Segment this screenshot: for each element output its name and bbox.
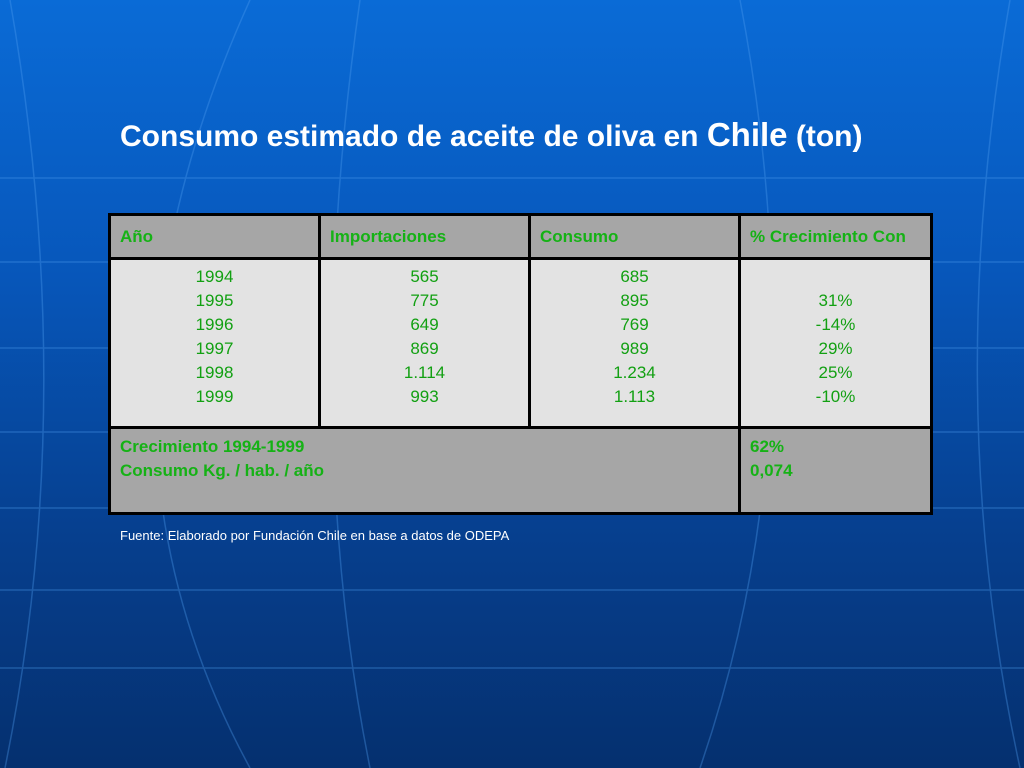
year-cell: 1998 <box>195 363 234 382</box>
imports-cell: 775 <box>410 291 439 310</box>
header-year: Año <box>108 213 321 260</box>
header-consumption: Consumo <box>528 213 741 260</box>
consumption-column: 685 895 769 989 1.234 1.113 <box>528 257 741 429</box>
year-cell: 1996 <box>195 315 234 334</box>
year-column: 1994 1995 1996 1997 1998 1999 <box>108 257 321 429</box>
growth-cell <box>741 265 930 289</box>
imports-cell: 649 <box>410 315 439 334</box>
imports-cell: 565 <box>410 267 439 286</box>
imports-cell: 993 <box>410 387 439 406</box>
page-title: Consumo estimado de aceite de oliva en C… <box>120 116 863 154</box>
olive-oil-table: Año Importaciones Consumo % Crecimiento … <box>108 213 933 515</box>
growth-cell: -14% <box>815 315 856 334</box>
summary-value-growth: 62% <box>750 437 785 456</box>
source-note: Fuente: Elaborado por Fundación Chile en… <box>120 528 510 543</box>
table-footer-row: Crecimiento 1994-1999 Consumo Kg. / hab.… <box>108 426 933 515</box>
title-text: Consumo estimado de aceite de oliva en <box>120 120 707 153</box>
year-cell: 1999 <box>195 387 234 406</box>
year-cell: 1997 <box>195 339 234 358</box>
table-header-row: Año Importaciones Consumo % Crecimiento … <box>108 213 933 260</box>
summary-value-per-capita: 0,074 <box>750 461 793 480</box>
consumption-cell: 895 <box>620 291 649 310</box>
header-imports: Importaciones <box>318 213 531 260</box>
growth-cell: 29% <box>818 339 853 358</box>
year-cell: 1994 <box>195 267 234 286</box>
consumption-cell: 1.113 <box>613 387 656 406</box>
title-unit: (ton) <box>787 120 863 153</box>
growth-cell: -10% <box>815 387 856 406</box>
consumption-cell: 1.234 <box>613 363 656 382</box>
summary-label-per-capita: Consumo Kg. / hab. / año <box>120 461 324 480</box>
header-growth: % Crecimiento Con <box>738 213 933 260</box>
consumption-cell: 769 <box>620 315 649 334</box>
title-country: Chile <box>706 116 788 153</box>
consumption-cell: 685 <box>620 267 649 286</box>
summary-labels: Crecimiento 1994-1999 Consumo Kg. / hab.… <box>108 426 741 515</box>
table-body-row: 1994 1995 1996 1997 1998 1999 565 775 64… <box>108 257 933 429</box>
imports-cell: 869 <box>410 339 439 358</box>
growth-cell: 31% <box>818 291 853 310</box>
summary-values: 62% 0,074 <box>738 426 933 515</box>
summary-label-growth: Crecimiento 1994-1999 <box>120 437 305 456</box>
imports-column: 565 775 649 869 1.114 993 <box>318 257 531 429</box>
growth-cell: 25% <box>818 363 853 382</box>
year-cell: 1995 <box>195 291 234 310</box>
growth-column: 31% -14% 29% 25% -10% <box>738 257 933 429</box>
consumption-cell: 989 <box>620 339 649 358</box>
imports-cell: 1.114 <box>403 363 446 382</box>
